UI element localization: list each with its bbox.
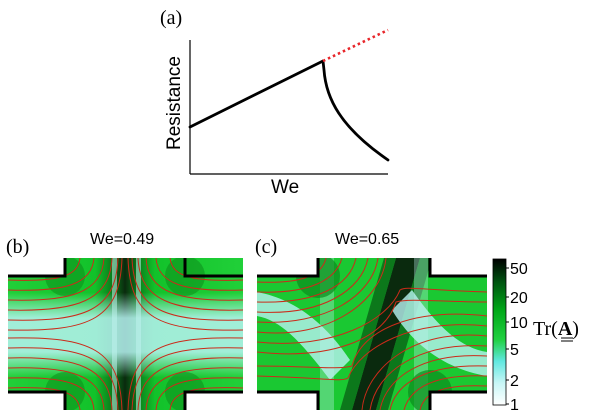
panel-b: (b) We=0.49 xyxy=(6,231,243,410)
panel-b-field xyxy=(8,258,243,410)
panel-b-label: (b) xyxy=(6,236,29,258)
colorbar-ticks: 50 20 10 5 2 1 xyxy=(506,261,528,412)
resistance-linear-line xyxy=(188,59,325,129)
panel-a-ylabel: Resistance xyxy=(164,56,185,150)
panel-c: (c) We=0.65 xyxy=(255,231,487,410)
panel-b-wall-bottom xyxy=(8,390,67,410)
colorbar-label: Tr(A) xyxy=(533,318,579,342)
panel-b-wall-top xyxy=(8,258,67,278)
panel-c-wall-top xyxy=(257,258,320,278)
svg-text:Tr(A): Tr(A) xyxy=(533,318,579,340)
panel-c-streamlines xyxy=(257,258,487,410)
colorbar: 50 20 10 5 2 1 Tr(A) xyxy=(492,258,579,412)
panel-c-title: We=0.65 xyxy=(335,231,399,248)
resistance-extrapolation-dotted xyxy=(322,28,389,63)
panel-a-xlabel: We xyxy=(271,177,299,198)
panel-b-streamlines xyxy=(8,258,243,410)
colorbar-tick-10: 10 xyxy=(510,315,528,332)
panel-c-label: (c) xyxy=(255,236,277,258)
colorbar-tick-20: 20 xyxy=(510,290,528,307)
colorbar-tick-1: 1 xyxy=(510,397,519,412)
panel-b-title: We=0.49 xyxy=(90,231,154,248)
colorbar-tick-50: 50 xyxy=(510,261,528,278)
panel-c-wall-bottom xyxy=(257,390,320,410)
colorbar-gradient xyxy=(492,258,507,406)
panel-a-label: (a) xyxy=(160,7,182,29)
resistance-drop-curve xyxy=(321,59,390,162)
colorbar-tick-5: 5 xyxy=(510,342,519,359)
colorbar-tick-2: 2 xyxy=(510,373,519,390)
panel-a: (a) Resistance We xyxy=(160,7,390,198)
panel-c-field xyxy=(257,258,487,410)
